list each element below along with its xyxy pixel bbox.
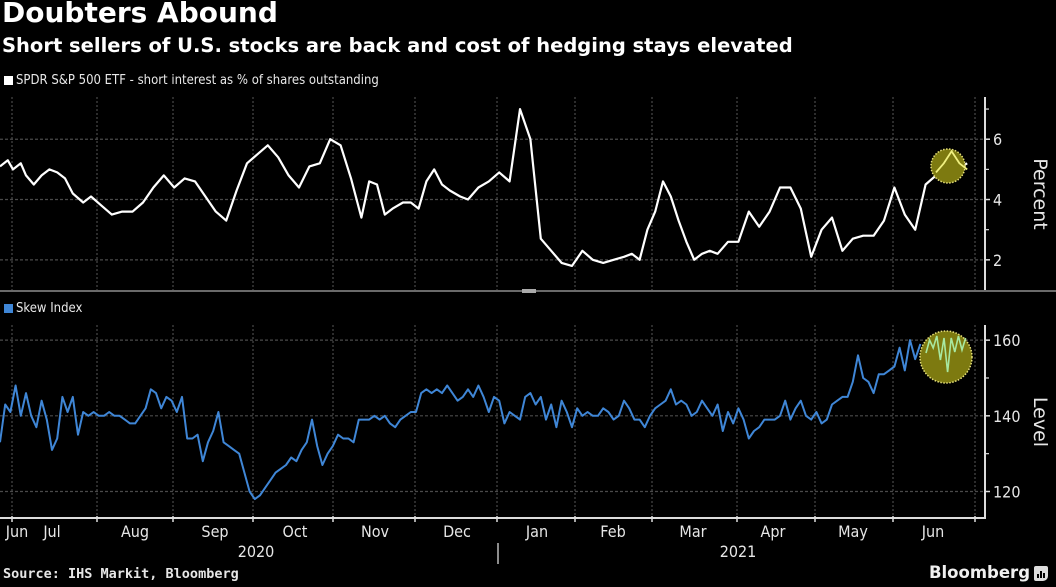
short-interest-line	[0, 107, 968, 267]
series-top	[0, 107, 968, 267]
panel-resize-handle[interactable]	[522, 289, 536, 293]
xtick-label-aug: Aug	[121, 522, 149, 541]
x-ticks: Jun Jul Aug Sep Oct Nov Dec Jan Feb Mar Apr May Jun	[5, 516, 976, 541]
xtick-label-sep: Sep	[201, 522, 228, 541]
y-ticks: 2 4 6 120 140 160	[985, 108, 1020, 502]
bloomberg-chart-icon	[1034, 566, 1048, 581]
legend-label-short-interest: SPDR S&P 500 ETF - short interest as % o…	[16, 73, 379, 88]
source-note: Source: IHS Markit, Bloomberg	[3, 566, 239, 582]
xtick-label-feb: Feb	[600, 522, 625, 541]
year-label-2021: 2021	[720, 542, 757, 561]
legend-swatch-white	[4, 76, 13, 85]
ytick-label-bottom: 120	[993, 483, 1020, 502]
highlight-circle-top	[930, 148, 966, 184]
year-label-2020: 2020	[238, 542, 275, 561]
xtick-label-dec: Dec	[443, 522, 471, 541]
chart-title: Doubters Abound	[2, 0, 278, 29]
xtick-label-mar: Mar	[679, 522, 706, 541]
highlight-line-bottom	[925, 335, 967, 373]
chart-subtitle: Short sellers of U.S. stocks are back an…	[2, 34, 793, 57]
ytick-label-bottom: 140	[993, 407, 1020, 426]
grid-top	[0, 97, 985, 290]
ytick-label-bottom: 160	[993, 331, 1020, 350]
legend-skew: Skew Index	[4, 301, 82, 316]
xtick-label-oct: Oct	[283, 522, 308, 541]
xtick-label-apr: Apr	[761, 522, 786, 541]
xtick-label-jun: Jun	[5, 522, 29, 541]
highlight-line-top	[935, 149, 968, 173]
legend-label-skew: Skew Index	[16, 301, 83, 316]
xtick-label-jan: Jan	[525, 522, 548, 541]
xtick-label-jul: Jul	[42, 522, 60, 541]
xtick-label-may: May	[838, 522, 868, 541]
y-label-level: Level	[1029, 397, 1051, 447]
ytick-label-top: 6	[993, 130, 1002, 149]
skew-index-line	[0, 339, 922, 501]
ytick-label-top: 2	[993, 251, 1002, 270]
grid-bottom	[0, 325, 985, 518]
xtick-label-nov: Nov	[361, 522, 390, 541]
legend-swatch-blue	[4, 304, 13, 313]
ytick-label-top: 4	[993, 191, 1002, 210]
xtick-label-jun: Jun	[921, 522, 945, 541]
series-bottom	[0, 330, 973, 501]
bloomberg-logo: Bloomberg	[928, 563, 1030, 582]
y-label-percent: Percent	[1029, 158, 1051, 230]
legend-short-interest: SPDR S&P 500 ETF - short interest as % o…	[4, 73, 379, 88]
